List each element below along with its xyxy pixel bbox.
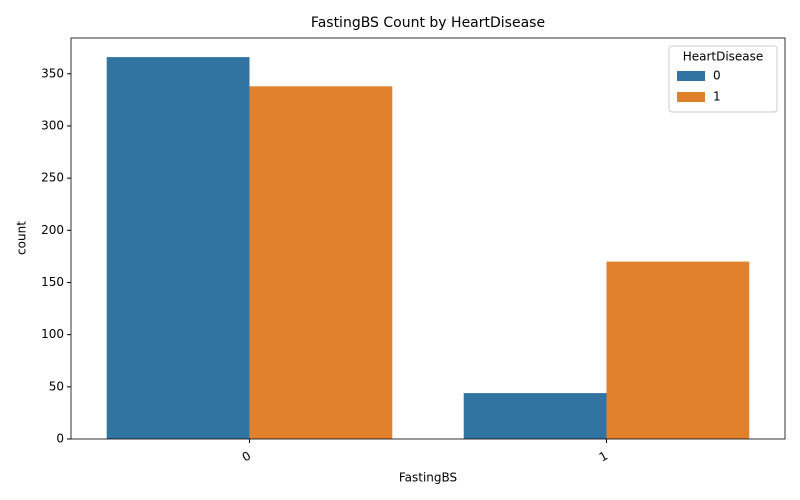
axes-frame <box>70 37 786 440</box>
y-tick-label: 300 <box>41 118 64 132</box>
y-tick-label: 50 <box>49 379 64 393</box>
legend-swatch <box>677 92 705 102</box>
x-axis-label: FastingBS <box>399 471 457 485</box>
chart-title: FastingBS Count by HeartDisease <box>311 15 545 31</box>
y-axis-label: count <box>15 221 29 255</box>
bar <box>106 57 250 439</box>
legend-title: HeartDisease <box>683 50 764 64</box>
x-tick-label: 0 <box>240 449 254 465</box>
legend-swatch <box>677 71 705 81</box>
bar <box>463 393 607 439</box>
y-tick-label: 250 <box>41 171 64 185</box>
y-tick-label: 150 <box>41 275 64 289</box>
y-tick-label: 0 <box>56 432 64 446</box>
legend-label: 0 <box>713 69 721 83</box>
y-tick-label: 350 <box>41 66 64 80</box>
y-tick-label: 100 <box>41 327 64 341</box>
bar <box>249 86 393 439</box>
x-tick-label: 1 <box>597 449 611 465</box>
legend-label: 1 <box>713 90 721 104</box>
y-tick-label: 200 <box>41 223 64 237</box>
bar <box>606 261 750 439</box>
